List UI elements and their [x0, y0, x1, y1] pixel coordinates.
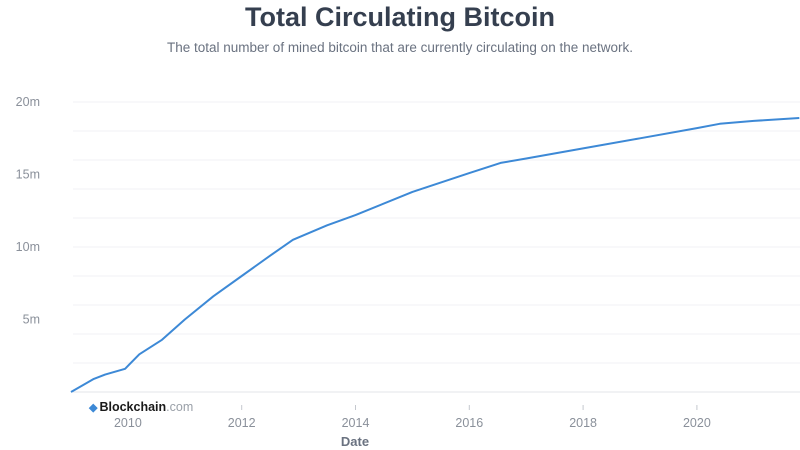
y-tick-label: 15m	[16, 168, 40, 182]
x-tick-label: 2014	[342, 416, 370, 430]
blockchain-logo: ◆ Blockchain.com	[89, 400, 193, 414]
x-tick-label: 2016	[455, 416, 483, 430]
x-tick-label: 2012	[228, 416, 256, 430]
logo-suffix: .com	[166, 400, 194, 414]
logo-brand: Blockchain	[99, 400, 167, 414]
chart-subtitle: The total number of mined bitcoin that a…	[167, 40, 633, 55]
chart-title: Total Circulating Bitcoin	[245, 2, 555, 32]
x-tick-label: 2020	[683, 416, 711, 430]
blockchain-cube-icon: ◆	[89, 402, 98, 414]
y-tick-label: 10m	[16, 240, 40, 254]
y-tick-label: 5m	[23, 313, 40, 327]
x-tick-label: 2010	[114, 416, 142, 430]
x-tick-label: 2018	[569, 416, 597, 430]
x-axis-label: Date	[341, 434, 369, 449]
y-tick-label: 20m	[16, 95, 40, 109]
circulating-bitcoin-line	[70, 117, 800, 393]
